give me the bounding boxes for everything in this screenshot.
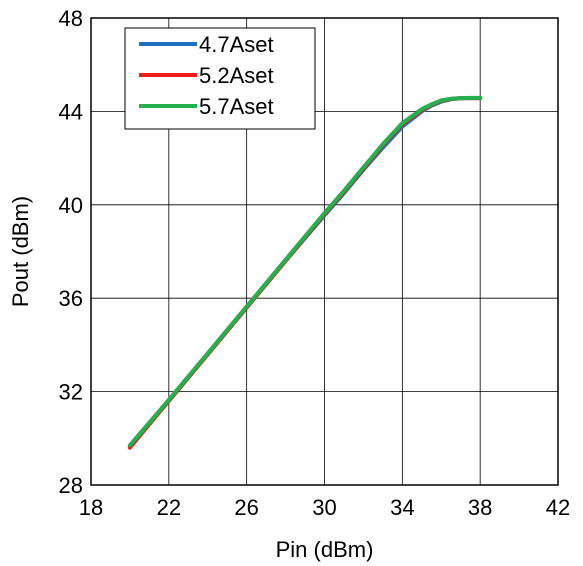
x-axis-label: Pin (dBm)	[276, 537, 374, 562]
x-tick-label: 26	[234, 495, 258, 520]
series-line-5-7aset	[127, 95, 483, 448]
x-tick-label: 38	[468, 495, 492, 520]
series-layer	[127, 95, 483, 450]
y-tick-labels: 28 32 36 40 44 48	[59, 6, 83, 498]
y-tick-label: 48	[59, 6, 83, 31]
legend-label-4-7aset: 4.7Aset	[199, 32, 274, 57]
y-tick-label: 32	[59, 380, 83, 405]
x-tick-labels: 18 22 26 30 34 38 42	[79, 495, 570, 520]
plot-frame	[90, 17, 559, 486]
x-tick-label: 34	[390, 495, 414, 520]
y-tick-label: 44	[59, 99, 83, 124]
legend-label-5-2aset: 5.2Aset	[199, 63, 274, 88]
legend-label-5-7aset: 5.7Aset	[199, 94, 274, 119]
x-tick-label: 18	[79, 495, 103, 520]
y-tick-label: 40	[59, 193, 83, 218]
x-tick-label: 22	[157, 495, 181, 520]
x-tick-label: 42	[546, 495, 570, 520]
y-tick-label: 28	[59, 473, 83, 498]
y-axis-label: Pout (dBm)	[8, 196, 33, 307]
legend: 4.7Aset 5.2Aset 5.7Aset	[124, 27, 316, 130]
y-tick-label: 36	[59, 286, 83, 311]
x-tick-label: 30	[312, 495, 336, 520]
